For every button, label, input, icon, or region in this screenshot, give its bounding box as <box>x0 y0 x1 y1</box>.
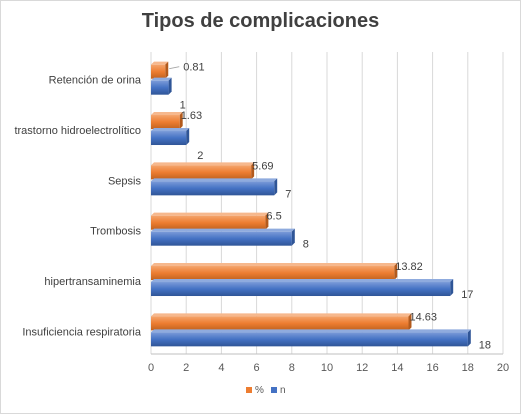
x-tick-label: 18 <box>462 362 474 374</box>
bar-percent <box>151 165 252 180</box>
bar-side-face <box>265 212 269 230</box>
chart-title: Tipos de complicaciones <box>141 10 380 32</box>
bar-top-face <box>151 112 183 116</box>
bar-side-face <box>251 162 255 180</box>
data-label: 5.69 <box>252 160 273 172</box>
bar-top-face <box>151 162 255 166</box>
bar-top-face <box>151 313 412 317</box>
x-tick-label: 20 <box>497 362 509 374</box>
bar-n <box>151 131 187 146</box>
bar-side-face <box>291 228 295 246</box>
data-label: 1 <box>180 100 186 112</box>
bar-top-face <box>151 212 269 216</box>
category-label: trastorno hidroelectrolítico <box>14 125 141 137</box>
bar-top-face <box>151 263 398 267</box>
x-tick-label: 6 <box>254 362 260 374</box>
bar-side-face <box>450 279 454 297</box>
x-tick-label: 8 <box>289 362 295 374</box>
bar-side-face <box>467 329 471 347</box>
bar-side-face <box>408 313 412 331</box>
data-label: 6.5 <box>266 211 281 223</box>
category-label: Trombosis <box>90 226 141 238</box>
x-tick-label: 14 <box>391 362 403 374</box>
bar-percent <box>151 64 166 79</box>
bar-n <box>151 181 275 196</box>
bar-side-face <box>165 61 169 79</box>
category-label: Insuficiencia respiratoria <box>22 326 141 338</box>
bar-percent <box>151 115 180 130</box>
bar-top-face <box>151 279 454 283</box>
data-label: 2 <box>197 150 203 162</box>
bar-side-face <box>274 178 278 196</box>
category-label: Sepsis <box>108 175 142 187</box>
x-tick-label: 0 <box>148 362 154 374</box>
data-label: 0.81 <box>183 62 204 74</box>
category-label: Retención de orina <box>49 75 142 87</box>
bar-top-face <box>151 128 190 132</box>
bar-n <box>151 332 468 347</box>
bar-n <box>151 80 169 95</box>
x-tick-label: 10 <box>321 362 333 374</box>
data-label: 13.82 <box>395 261 423 273</box>
bar-top-face <box>151 228 295 232</box>
data-label: 18 <box>479 339 491 351</box>
x-tick-label: 16 <box>426 362 438 374</box>
bar-side-face <box>394 263 398 281</box>
x-tick-label: 12 <box>356 362 368 374</box>
bar-side-face <box>186 128 190 146</box>
legend-swatch <box>271 387 277 393</box>
category-label: hipertransaminemia <box>44 276 141 288</box>
data-label: 8 <box>303 239 309 251</box>
legend-label: % <box>255 385 264 396</box>
x-tick-label: 4 <box>218 362 224 374</box>
bar-percent <box>151 215 266 230</box>
data-label: 14.63 <box>409 311 437 323</box>
bar-n <box>151 231 292 246</box>
data-label: 17 <box>461 289 473 301</box>
bar-top-face <box>151 61 169 65</box>
bar-side-face <box>168 77 172 95</box>
data-label: 7 <box>285 188 291 200</box>
bar-top-face <box>151 77 172 81</box>
bar-top-face <box>151 329 471 333</box>
legend-label: n <box>280 385 286 396</box>
x-tick-label: 2 <box>183 362 189 374</box>
bar-side-face <box>179 112 183 130</box>
bar-percent <box>151 266 395 281</box>
legend-swatch <box>246 387 252 393</box>
leader-line <box>169 66 180 70</box>
bar-percent <box>151 316 409 331</box>
bar-top-face <box>151 178 278 182</box>
data-label: 1.63 <box>181 110 202 122</box>
bar-n <box>151 282 451 297</box>
